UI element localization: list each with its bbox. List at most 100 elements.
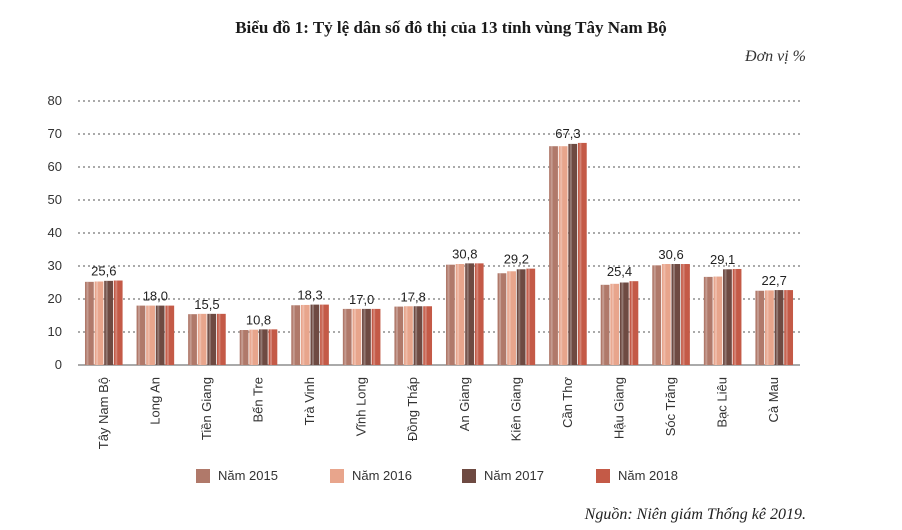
bar <box>207 313 217 365</box>
legend-swatch <box>462 468 476 483</box>
x-tick-label: Long An <box>147 377 162 425</box>
bar-highlight <box>476 263 479 365</box>
bar-highlight <box>466 263 469 365</box>
y-tick-label: 20 <box>48 291 62 306</box>
legend-item-2017: Năm 2017 <box>462 468 544 483</box>
data-labels: 25,6 18,0 15,5 10,8 18,3 17,0 17,8 30,8 29,2 67,3… <box>91 126 787 327</box>
x-tick-label: Đồng Tháp <box>405 377 420 441</box>
bar <box>455 264 465 365</box>
bar-highlight <box>631 281 633 365</box>
bar <box>268 329 278 365</box>
data-label: 15,5 <box>194 297 219 312</box>
bar <box>732 268 742 365</box>
bar <box>465 263 474 365</box>
bar-highlight <box>311 304 314 365</box>
bar <box>362 308 371 365</box>
data-label: 25,4 <box>607 264 632 279</box>
x-tick-label: Vĩnh Long <box>354 377 369 436</box>
legend-swatch <box>596 468 610 483</box>
bar-highlight <box>527 268 530 365</box>
data-label: 30,8 <box>452 246 477 261</box>
bar <box>568 143 578 365</box>
bar <box>423 306 433 365</box>
bar <box>661 264 671 365</box>
bar <box>526 268 536 365</box>
bar-highlight <box>734 268 737 365</box>
y-tick-label: 50 <box>48 192 62 207</box>
bar <box>723 269 732 365</box>
bar-highlight <box>682 264 685 365</box>
bar-highlight <box>663 264 666 365</box>
gridlines <box>78 100 800 366</box>
bar <box>104 280 113 365</box>
bar <box>394 306 404 365</box>
bar <box>765 290 774 365</box>
bar <box>84 281 94 365</box>
bar-highlight <box>208 313 211 365</box>
bar <box>146 305 155 365</box>
bar-highlight <box>776 290 779 365</box>
bar-highlight <box>499 273 502 365</box>
bar-highlight <box>189 314 192 365</box>
data-label: 17,0 <box>349 292 374 307</box>
chart-title: Biểu đồ 1: Tỷ lệ dân số đô thị của 13 tỉ… <box>235 18 667 37</box>
bar-highlight <box>199 313 202 365</box>
y-tick-label: 80 <box>48 93 62 108</box>
x-tick-label: Bến Tre <box>251 377 266 423</box>
y-tick-label: 30 <box>48 258 62 273</box>
x-tick-label: Trà Vinh <box>302 377 317 425</box>
bar-highlight <box>115 280 118 365</box>
bar <box>652 265 662 365</box>
bar-highlight <box>714 276 717 365</box>
bar-highlight <box>415 306 418 365</box>
bar <box>600 284 610 365</box>
bar-highlight <box>457 264 460 365</box>
legend-item-2015: Năm 2015 <box>196 468 278 483</box>
x-tick-label: Cần Thơ <box>560 377 575 428</box>
bar-highlight <box>353 308 356 365</box>
bar <box>497 273 507 365</box>
data-label: 18,0 <box>143 289 168 304</box>
bar <box>371 308 381 365</box>
bar <box>681 264 690 365</box>
bar <box>239 330 249 365</box>
bar-highlight <box>653 265 656 365</box>
bar <box>300 304 310 365</box>
bar <box>320 304 329 365</box>
bar <box>558 146 568 365</box>
y-tick-label: 40 <box>48 225 62 240</box>
bar <box>404 306 413 365</box>
legend-label: Năm 2015 <box>218 468 278 483</box>
bar <box>629 281 639 365</box>
bar-highlight <box>611 283 614 365</box>
bar-highlight <box>86 281 89 365</box>
bar-highlight <box>166 305 169 365</box>
data-label: 17,8 <box>401 289 426 304</box>
bar <box>474 263 484 365</box>
bar-highlight <box>560 146 563 365</box>
bar <box>507 271 516 365</box>
bar-highlight <box>724 269 727 365</box>
bar-highlight <box>569 143 572 365</box>
legend-swatch <box>196 468 210 483</box>
data-label: 67,3 <box>555 126 580 141</box>
bar <box>610 283 620 365</box>
x-tick-label: An Giang <box>457 377 472 431</box>
bar-highlight <box>270 329 272 365</box>
y-tick-label: 60 <box>48 159 62 174</box>
bar-highlight <box>147 305 150 365</box>
bar <box>413 306 423 365</box>
x-tick-label: Tiền Giang <box>199 377 214 440</box>
x-tick-label: Kiên Giang <box>508 377 523 441</box>
data-label: 25,6 <box>91 264 116 279</box>
y-tick-label: 70 <box>48 126 62 141</box>
bar <box>549 146 558 365</box>
bar-highlight <box>363 308 366 365</box>
bar-highlight <box>785 290 788 365</box>
data-label: 29,1 <box>710 252 735 267</box>
bar-highlight <box>218 313 221 365</box>
bar <box>188 314 197 365</box>
bar-highlight <box>424 306 427 365</box>
legend-label: Năm 2018 <box>618 468 678 483</box>
